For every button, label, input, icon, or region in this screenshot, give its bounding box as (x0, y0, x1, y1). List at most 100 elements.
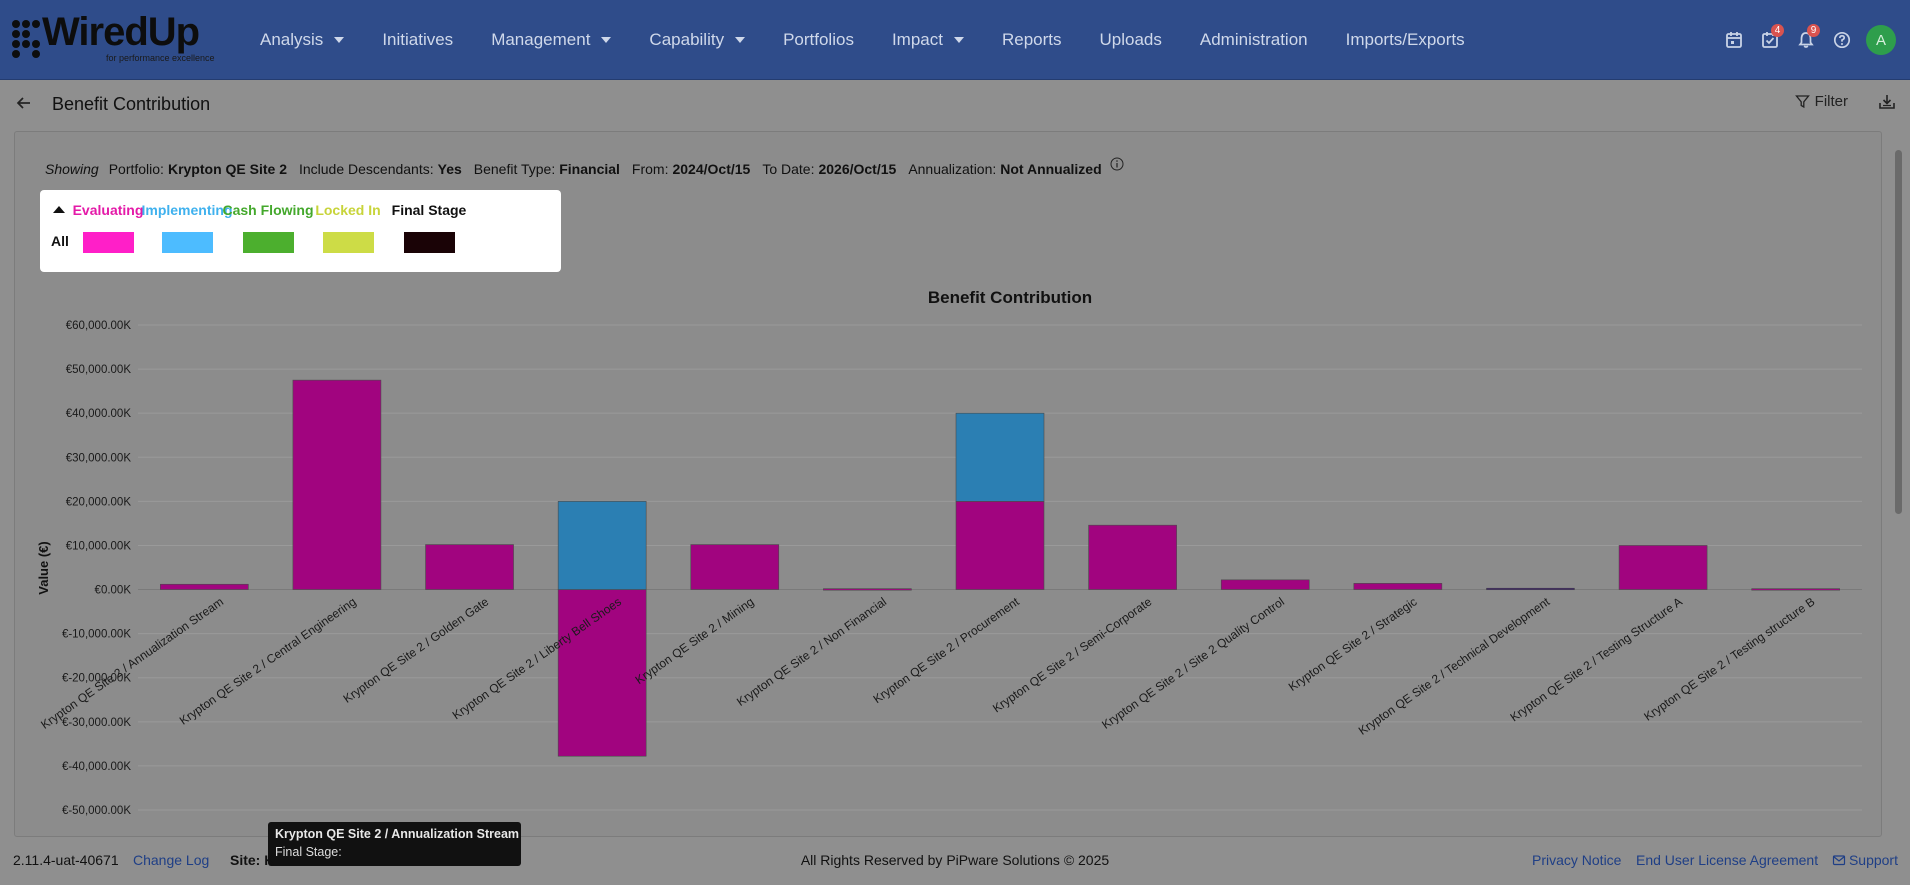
back-arrow-icon[interactable] (15, 94, 33, 117)
nav-item-imports-exports[interactable]: Imports/Exports (1346, 30, 1465, 50)
y-tick-label: €-10,000.00K (62, 629, 131, 641)
x-category-label: Krypton QE Site 2 / Strategic (1286, 595, 1420, 694)
bar-evaluating (955, 501, 1045, 590)
caret-down-icon (334, 37, 345, 43)
benefit-type-value: Financial (559, 161, 620, 177)
annualization-label: Annualization: (908, 161, 997, 177)
nav-item-label: Reports (1001, 30, 1062, 49)
main-nav: Analysis Initiatives Management Capability P… (260, 0, 1503, 80)
bar-evaluating (690, 544, 780, 590)
caret-down-icon (735, 37, 746, 43)
footer: 2.11.4-uat-40671 Change Log Site: K All … (0, 838, 1910, 885)
logo-dots-icon (12, 18, 52, 58)
support-icon (1832, 855, 1846, 866)
y-tick-label: €-40,000.00K (62, 761, 131, 773)
site-text: Site: K (230, 852, 274, 868)
filter-button[interactable]: Filter (1794, 93, 1848, 110)
descendants-label: Include Descendants: (298, 161, 434, 177)
nav-item-initiatives[interactable]: Initiatives (382, 30, 453, 50)
stage-legend: All Evaluating Implementing Cash Flowing Lo… (40, 190, 561, 272)
bar-evaluating (1353, 583, 1443, 590)
nav-item-label: Uploads (1099, 30, 1162, 49)
change-log-link[interactable]: Change Log (133, 852, 210, 868)
privacy-notice-link[interactable]: Privacy Notice (1532, 852, 1622, 868)
x-category-label: Krypton QE Site 2 / Non Financial (734, 595, 889, 709)
y-tick-label: €0.00K (95, 585, 132, 597)
nav-item-label: Capability (649, 30, 725, 49)
bar-evaluating (160, 583, 249, 590)
task-check-icon[interactable]: 4 (1752, 22, 1788, 58)
help-icon[interactable] (1824, 22, 1860, 58)
portfolio-value: Krypton QE Site 2 (167, 161, 287, 177)
legend-swatch[interactable] (404, 232, 455, 253)
filter-label: Filter (1814, 93, 1848, 110)
nav-item-label: Impact (891, 30, 943, 49)
legend-stage-implementing[interactable]: Implementing (141, 202, 233, 218)
info-icon[interactable] (1110, 157, 1124, 174)
annualization-value: Not Annualized (1000, 161, 1102, 177)
x-category-label: Krypton QE Site 2 / Procurement (871, 594, 1023, 706)
x-category-label: Krypton QE Site 2 / Semi-Corporate (990, 594, 1155, 715)
from-value: 2024/Oct/15 (672, 161, 751, 177)
copyright-text: All Rights Reserved by PiPware Solutions… (800, 852, 1110, 868)
legend-stage-cash-flowing[interactable]: Cash Flowing (222, 202, 314, 218)
filter-icon (1794, 95, 1810, 109)
wiredup-logo[interactable]: WiredUp for performance excellence (12, 10, 227, 70)
filter-summary: Showing Portfolio: Krypton QE Site 2 Inc… (45, 157, 1124, 177)
caret-down-icon (601, 37, 612, 43)
collapse-up-icon[interactable] (53, 206, 65, 213)
nav-item-management[interactable]: Management (491, 30, 612, 50)
logo-wordmark: WiredUp (42, 10, 200, 54)
nav-item-uploads[interactable]: Uploads (1100, 30, 1162, 50)
caret-down-icon (953, 37, 964, 43)
eula-link[interactable]: End User License Agreement (1636, 852, 1819, 868)
support-label: Support (1848, 852, 1898, 868)
nav-item-reports[interactable]: Reports (1002, 30, 1062, 50)
y-tick-label: €-50,000.00K (62, 805, 131, 817)
page-header: Benefit Contribution Filter (0, 81, 1910, 129)
x-category-label: Krypton QE Site 2 / Mining (633, 595, 757, 688)
bell-icon[interactable]: 9 (1788, 22, 1824, 58)
scrollbar-thumb[interactable] (1895, 150, 1902, 514)
tooltip-line: Final Stage: (275, 845, 342, 859)
notifications-badge: 9 (1807, 24, 1820, 37)
bar-evaluating (425, 544, 514, 590)
page-title: Benefit Contribution (52, 94, 211, 114)
bar-evaluating (292, 379, 382, 590)
showing-prefix: Showing (45, 161, 99, 177)
bar-evaluating (1751, 588, 1840, 591)
y-tick-label: €-20,000.00K (62, 673, 131, 685)
legend-swatch[interactable] (323, 232, 374, 253)
support-link[interactable]: Support (1832, 852, 1898, 868)
download-icon[interactable] (1878, 93, 1896, 116)
y-axis-title: Value (€) (36, 541, 51, 594)
tasks-badge: 4 (1771, 24, 1784, 37)
nav-item-administration[interactable]: Administration (1200, 30, 1308, 50)
nav-item-capability[interactable]: Capability (649, 30, 746, 50)
legend-swatch[interactable] (162, 232, 213, 253)
nav-item-label: Management (491, 30, 591, 49)
y-tick-label: €10,000.00K (66, 540, 132, 552)
legend-stage-locked-in[interactable]: Locked In (315, 202, 381, 218)
site-label: Site: K (230, 852, 275, 868)
chart-title: Benefit Contribution (928, 288, 1092, 307)
calendar-icon[interactable] (1716, 22, 1752, 58)
y-tick-label: €50,000.00K (66, 364, 132, 376)
nav-item-label: Initiatives (382, 30, 454, 49)
user-avatar[interactable]: A (1866, 25, 1896, 55)
top-right-icons: 4 9 A (1716, 0, 1910, 80)
legend-swatch[interactable] (243, 232, 294, 253)
nav-item-analysis[interactable]: Analysis (260, 30, 345, 50)
legend-swatch[interactable] (83, 232, 134, 253)
nav-item-portfolios[interactable]: Portfolios (783, 30, 854, 50)
benefit-type-label: Benefit Type: (473, 161, 556, 177)
bar-final-stage (1486, 587, 1575, 591)
nav-item-label: Administration (1199, 30, 1308, 49)
logo-tagline: for performance excellence (106, 53, 215, 63)
legend-stage-final-stage[interactable]: Final Stage (391, 202, 467, 218)
nav-item-impact[interactable]: Impact (892, 30, 964, 50)
vertical-scrollbar[interactable] (1894, 146, 1904, 836)
y-tick-label: €60,000.00K (66, 320, 132, 332)
legend-stage-evaluating[interactable]: Evaluating (72, 202, 144, 218)
